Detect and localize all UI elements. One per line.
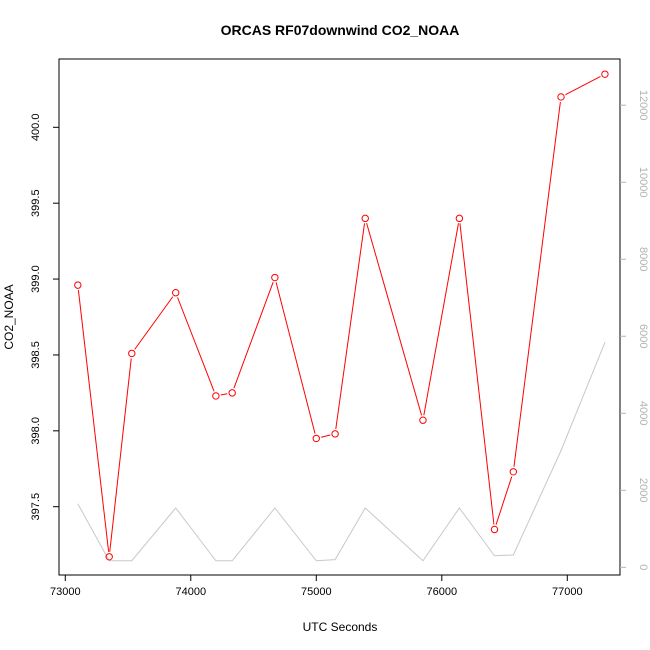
co2-point	[419, 416, 427, 424]
co2-point	[312, 434, 320, 443]
co2-segment	[275, 282, 316, 434]
x-tick-label: 75000	[301, 586, 332, 598]
y2-tick-label: 10000	[637, 167, 649, 198]
co2-segment	[109, 358, 132, 552]
y-tick-label: 398.0	[30, 417, 42, 445]
co2-point	[271, 273, 279, 282]
y2-tick-label: 12000	[637, 90, 649, 121]
y-tick-label: 400.0	[30, 114, 42, 142]
chart-title: ORCAS RF07downwind CO2_NOAA	[221, 22, 460, 38]
x-tick-label: 73000	[50, 586, 81, 598]
co2-segment	[177, 297, 215, 392]
y-tick-label: 399.0	[30, 265, 42, 293]
co2-point	[105, 553, 113, 561]
co2-segment	[233, 282, 274, 389]
x-axis: 73000 74000 75000 76000 77000	[50, 575, 583, 598]
y-axis-right: 0 2000 4000 6000 8000 10000 12000	[620, 90, 649, 570]
co2-point	[128, 349, 136, 358]
x-tick-label: 74000	[175, 586, 206, 598]
co2-segment	[513, 101, 561, 467]
y2-tick-label: 0	[637, 564, 649, 570]
co2-segment	[77, 290, 110, 552]
y-tick-label: 399.5	[30, 189, 42, 217]
x-axis-label: UTC Seconds	[303, 620, 378, 634]
y2-tick-label: 2000	[637, 478, 649, 502]
y-axis-left: 397.5 398.0 398.5 399.0 399.5 400.0	[30, 114, 59, 521]
co2-point	[212, 392, 220, 400]
series-layer	[74, 70, 609, 562]
co2-segment	[335, 223, 366, 429]
y-tick-label: 397.5	[30, 493, 42, 521]
co2-point	[172, 289, 180, 297]
co2-point	[490, 525, 499, 534]
co2-point	[361, 214, 369, 223]
co2-segment	[321, 434, 331, 438]
co2-point	[455, 214, 464, 223]
co2-point	[557, 93, 565, 101]
co2-segment	[220, 393, 228, 396]
co2-segment	[134, 296, 174, 350]
co2-point	[509, 468, 518, 476]
co2-point	[228, 389, 236, 397]
y-tick-label: 398.5	[30, 341, 42, 369]
co2-segment	[495, 476, 513, 525]
x-tick-label: 77000	[552, 586, 583, 598]
y2-tick-label: 6000	[637, 324, 649, 348]
co2-segment	[423, 223, 459, 416]
co2-point	[601, 70, 609, 78]
co2-segment	[366, 223, 423, 416]
co2-segment	[459, 223, 495, 525]
plot-frame	[58, 58, 621, 576]
co2-segment	[565, 76, 601, 96]
y2-tick-label: 8000	[637, 247, 649, 271]
co2-point	[331, 430, 339, 438]
secondary-series-line	[77, 342, 606, 562]
y2-tick-label: 4000	[637, 401, 649, 425]
co2-point	[74, 281, 82, 289]
y-axis-label: CO2_NOAA	[2, 284, 16, 349]
x-tick-label: 76000	[426, 586, 457, 598]
